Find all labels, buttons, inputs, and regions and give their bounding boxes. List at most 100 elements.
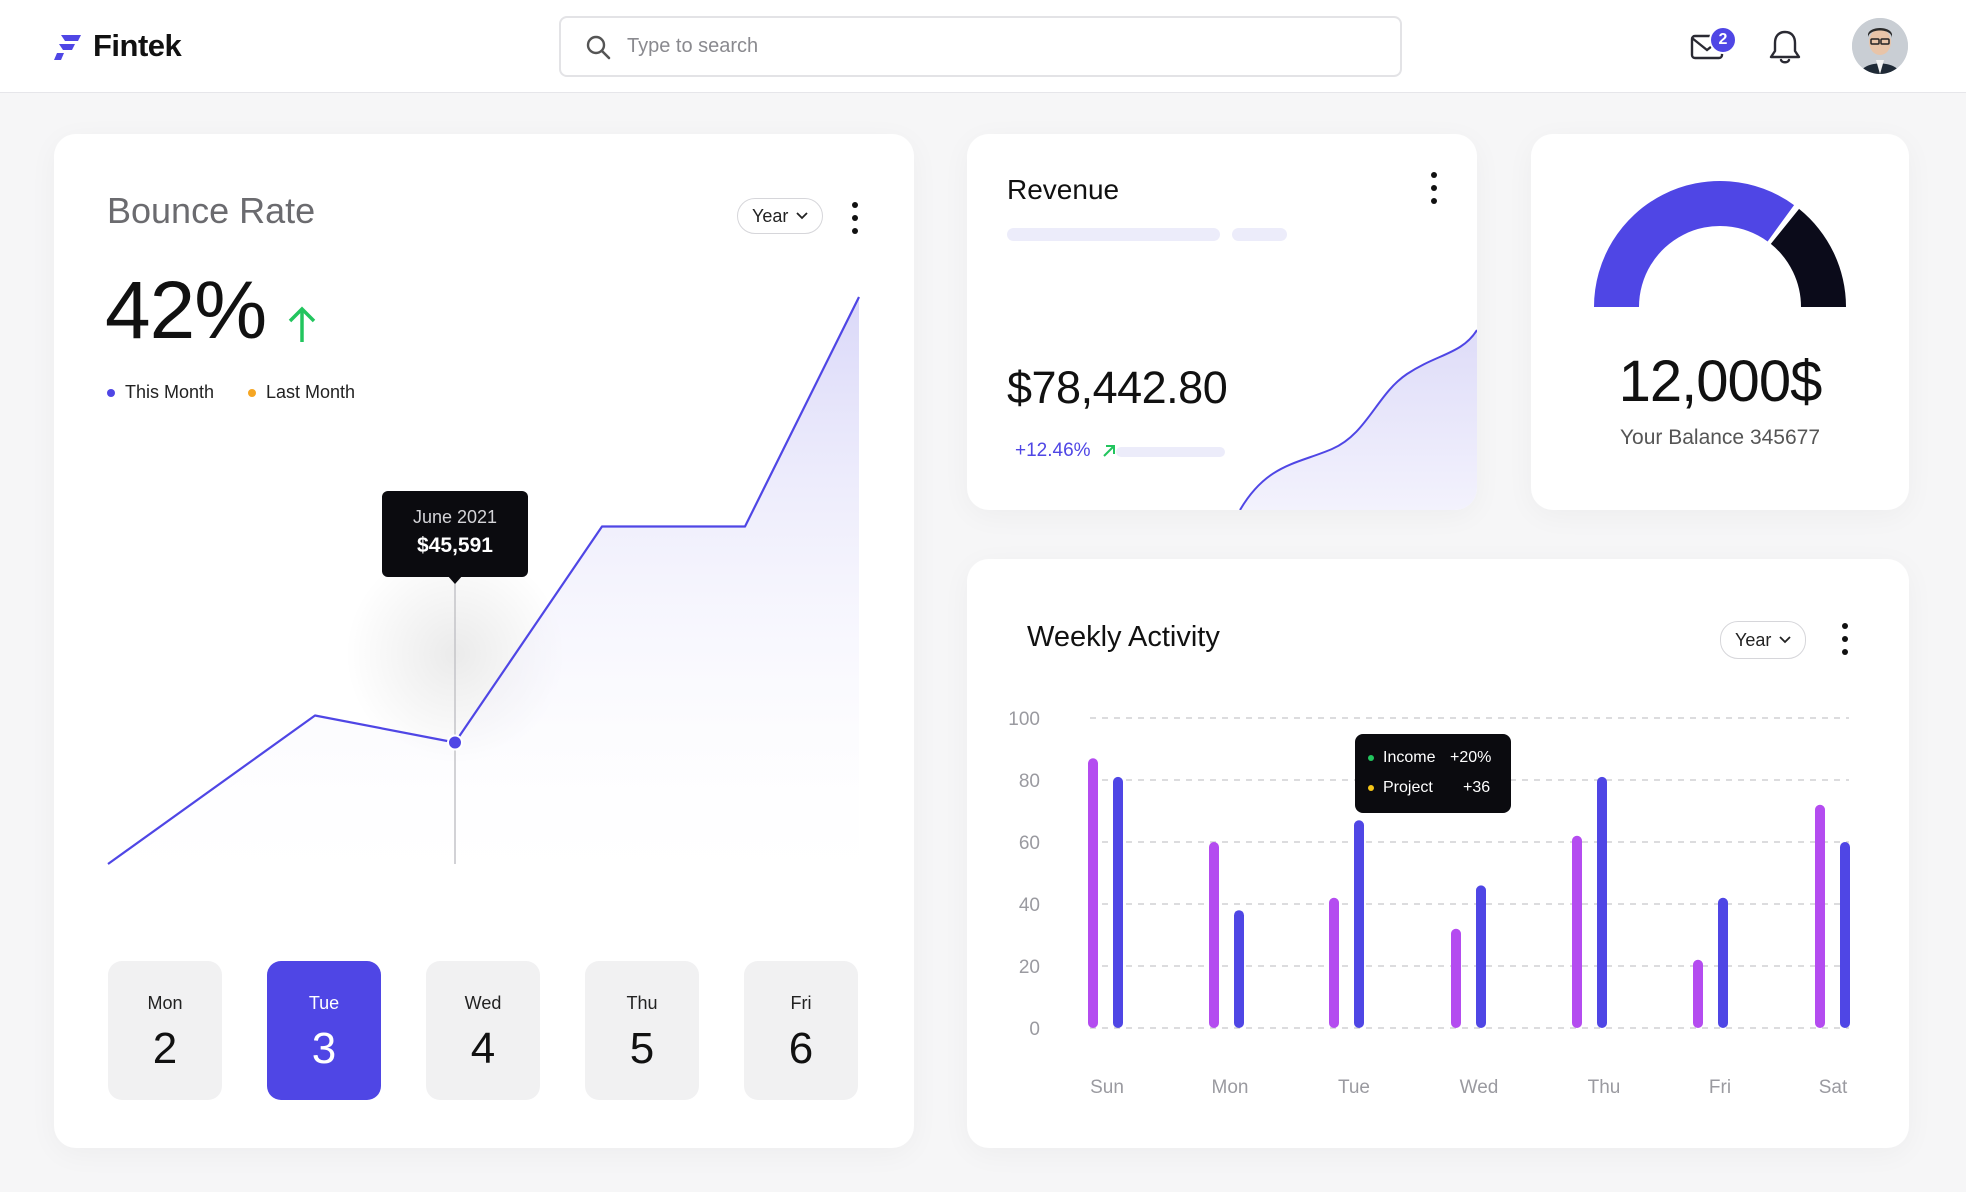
bell-icon[interactable] <box>1767 28 1803 66</box>
bar[interactable] <box>1476 885 1486 1028</box>
bar[interactable] <box>1815 804 1825 1028</box>
day-number: 5 <box>629 1024 655 1073</box>
bar[interactable] <box>1234 910 1244 1028</box>
tooltip-value: +20% <box>1450 749 1492 766</box>
y-tick-label: 20 <box>1019 957 1040 978</box>
x-tick-label: Tue <box>1338 1077 1370 1098</box>
legend-dot <box>248 388 256 397</box>
chevron-down-icon <box>796 212 809 220</box>
bar[interactable] <box>1209 842 1219 1028</box>
card-title: Bounce Rate <box>107 190 316 231</box>
y-tick-label: 40 <box>1019 895 1040 916</box>
avatar[interactable] <box>1852 18 1908 74</box>
day-name: Mon <box>147 993 183 1013</box>
dropdown-label: Year <box>752 205 789 226</box>
y-tick-label: 0 <box>1029 1019 1040 1040</box>
revenue-card: Revenue $78,442.80 +12.46% <box>967 134 1477 510</box>
bounce-rate-card: Bounce Rate Year 42% This Month Last Mon… <box>54 134 914 1148</box>
weekly-activity-card: Weekly Activity Year 0 20 40 60 80 100 Sun Mon T… <box>967 559 1909 1148</box>
more-options-icon[interactable] <box>1840 623 1850 655</box>
bar[interactable] <box>1718 897 1728 1028</box>
top-bar: Fintek 2 <box>0 0 1966 93</box>
day-card-thu[interactable]: Thu 5 <box>585 961 699 1100</box>
day-name: Tue <box>308 993 340 1013</box>
chevron-down-icon <box>1779 636 1792 644</box>
revenue-amount: $78,442.80 <box>1007 362 1228 413</box>
day-number: 4 <box>470 1024 496 1073</box>
day-number: 6 <box>788 1024 814 1073</box>
skeleton-bar <box>1007 228 1220 241</box>
day-name: Fri <box>790 993 812 1013</box>
legend-this-month: This Month <box>107 382 214 403</box>
weekly-activity-chart: 0 20 40 60 80 100 Sun Mon Tue Wed Thu Fri Sat <box>1008 709 1850 1098</box>
bar[interactable] <box>1693 959 1703 1028</box>
logo-text: Fintek <box>93 28 182 63</box>
search-bar[interactable] <box>559 16 1402 77</box>
more-options-icon[interactable] <box>850 202 860 234</box>
day-name: Thu <box>626 993 658 1013</box>
area-fill <box>108 297 859 909</box>
bounce-rate-value: 42% <box>105 265 267 356</box>
balance-amount: 12,000$ <box>1618 349 1823 414</box>
year-filter-dropdown[interactable]: Year <box>737 198 824 234</box>
tooltip-row-income: Income +20% <box>1368 749 1491 767</box>
bar[interactable] <box>1597 776 1607 1028</box>
legend-label: Last Month <box>266 382 356 402</box>
more-options-icon[interactable] <box>1429 172 1439 204</box>
bar[interactable] <box>1113 776 1123 1028</box>
balance-card: 12,000$ Your Balance 345677 <box>1531 134 1909 510</box>
tooltip-dot <box>1368 785 1374 791</box>
tooltip-row-project: Project +36 <box>1368 779 1490 797</box>
day-number: 3 <box>311 1024 337 1073</box>
gauge-remaining <box>1770 208 1846 307</box>
y-tick-label: 80 <box>1019 771 1040 792</box>
avatar-image <box>1852 18 1908 74</box>
gauge-filled <box>1594 181 1795 307</box>
legend-dot <box>107 388 115 397</box>
day-name: Wed <box>464 993 502 1013</box>
tooltip-date: June 2021 <box>412 507 498 527</box>
arrow-up-icon <box>288 306 316 342</box>
change-value: +12.46% <box>1015 440 1091 461</box>
bar[interactable] <box>1572 835 1582 1028</box>
search-input[interactable] <box>627 35 1327 58</box>
revenue-sparkline <box>1239 329 1477 510</box>
balance-gauge <box>1594 181 1846 307</box>
logo[interactable]: Fintek <box>53 28 182 64</box>
x-tick-label: Mon <box>1212 1077 1249 1098</box>
bar[interactable] <box>1354 820 1364 1028</box>
card-title: Weekly Activity <box>1027 621 1220 653</box>
bar[interactable] <box>1451 928 1461 1028</box>
day-card-wed[interactable]: Wed 4 <box>426 961 540 1100</box>
skeleton-bar <box>1116 447 1225 457</box>
card-title: Revenue <box>1007 174 1120 205</box>
chart-tooltip: June 2021 $45,591 <box>382 491 528 584</box>
day-card-fri[interactable]: Fri 6 <box>744 961 858 1100</box>
chart-tooltip: Income +20% Project +36 <box>1355 734 1511 813</box>
tooltip-label: Project <box>1383 779 1433 796</box>
revenue-change: +12.46% <box>1015 440 1116 462</box>
series-line-this-month <box>107 296 860 865</box>
legend-label: This Month <box>125 382 215 402</box>
mail-badge: 2 <box>1709 26 1737 54</box>
day-card-mon[interactable]: Mon 2 <box>108 961 222 1100</box>
x-tick-label: Thu <box>1588 1077 1621 1098</box>
tooltip-dot <box>1368 755 1374 761</box>
x-tick-label: Fri <box>1709 1077 1731 1098</box>
search-icon <box>586 35 611 59</box>
balance-label: Your Balance 345677 <box>1619 426 1821 449</box>
bar[interactable] <box>1840 842 1850 1028</box>
x-tick-label: Sun <box>1090 1077 1124 1098</box>
x-tick-label: Sat <box>1819 1077 1848 1098</box>
bar[interactable] <box>1088 758 1098 1028</box>
data-point[interactable] <box>447 734 463 751</box>
year-filter-dropdown[interactable]: Year <box>1720 621 1807 659</box>
bar[interactable] <box>1329 897 1339 1028</box>
logo-icon <box>54 35 81 60</box>
legend-last-month: Last Month <box>248 382 355 403</box>
y-tick-label: 60 <box>1019 833 1040 854</box>
tooltip-label: Income <box>1383 749 1436 766</box>
skeleton-bar <box>1232 228 1287 241</box>
day-card-tue[interactable]: Tue 3 <box>267 961 381 1100</box>
arrow-up-right-icon <box>1103 445 1115 457</box>
